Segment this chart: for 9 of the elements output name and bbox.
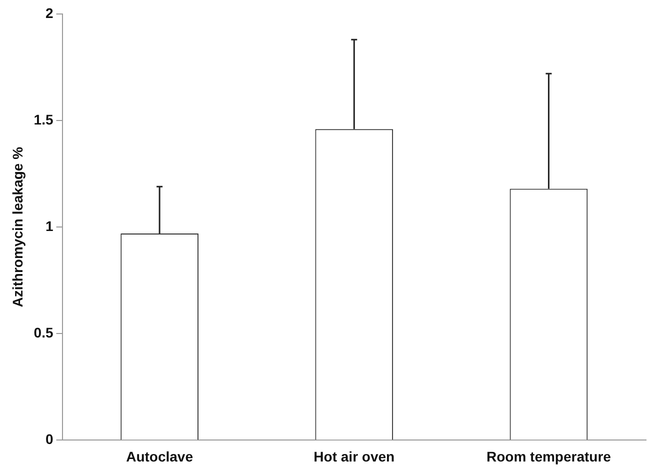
x-tick-label: Hot air oven	[314, 448, 395, 464]
y-tick-label: 0.5	[34, 324, 54, 341]
y-tick-label: 2	[45, 4, 54, 21]
y-tick-label: 0	[45, 431, 54, 448]
y-axis-title: Azithromycin leakage %	[9, 146, 26, 308]
x-tick-label: Autoclave	[126, 448, 194, 464]
y-tick-label: 1.5	[34, 111, 54, 128]
x-tick-label: Room temperature	[486, 448, 612, 464]
y-tick-label: 1	[45, 218, 54, 234]
